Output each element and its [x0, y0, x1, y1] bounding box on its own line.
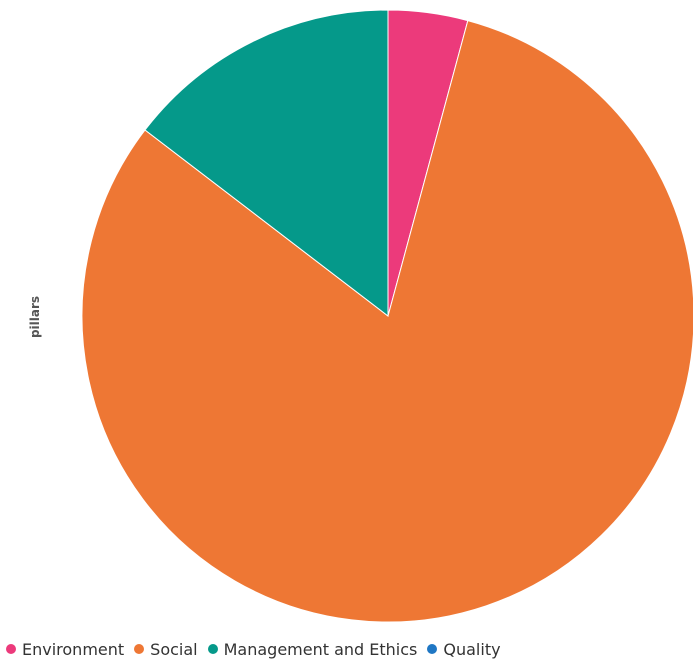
legend-swatch-social [134, 644, 145, 654]
legend-item-quality[interactable]: Quality [427, 639, 501, 659]
y-axis-label: pillars [28, 295, 42, 339]
legend-item-management-and-ethics[interactable]: Management and Ethics [207, 639, 418, 659]
pie-slice-management-and-ethics[interactable] [144, 9, 389, 318]
legend-item-environment[interactable]: Environment [6, 640, 124, 659]
legend-swatch-environment [6, 644, 16, 654]
legend-swatch-management-and-ethics [207, 644, 218, 654]
legend-label-environment: Environment [22, 639, 125, 659]
legend-item-social[interactable]: Social [134, 639, 198, 659]
legend-swatch-quality [427, 644, 438, 654]
pie-slice-social[interactable] [81, 19, 693, 623]
legend-label-quality: Quality [443, 639, 501, 659]
chart-legend: Environment Social Management and Ethics… [6, 639, 511, 659]
legend-label-social: Social [150, 639, 198, 659]
legend-label-management-and-ethics: Management and Ethics [223, 639, 418, 659]
